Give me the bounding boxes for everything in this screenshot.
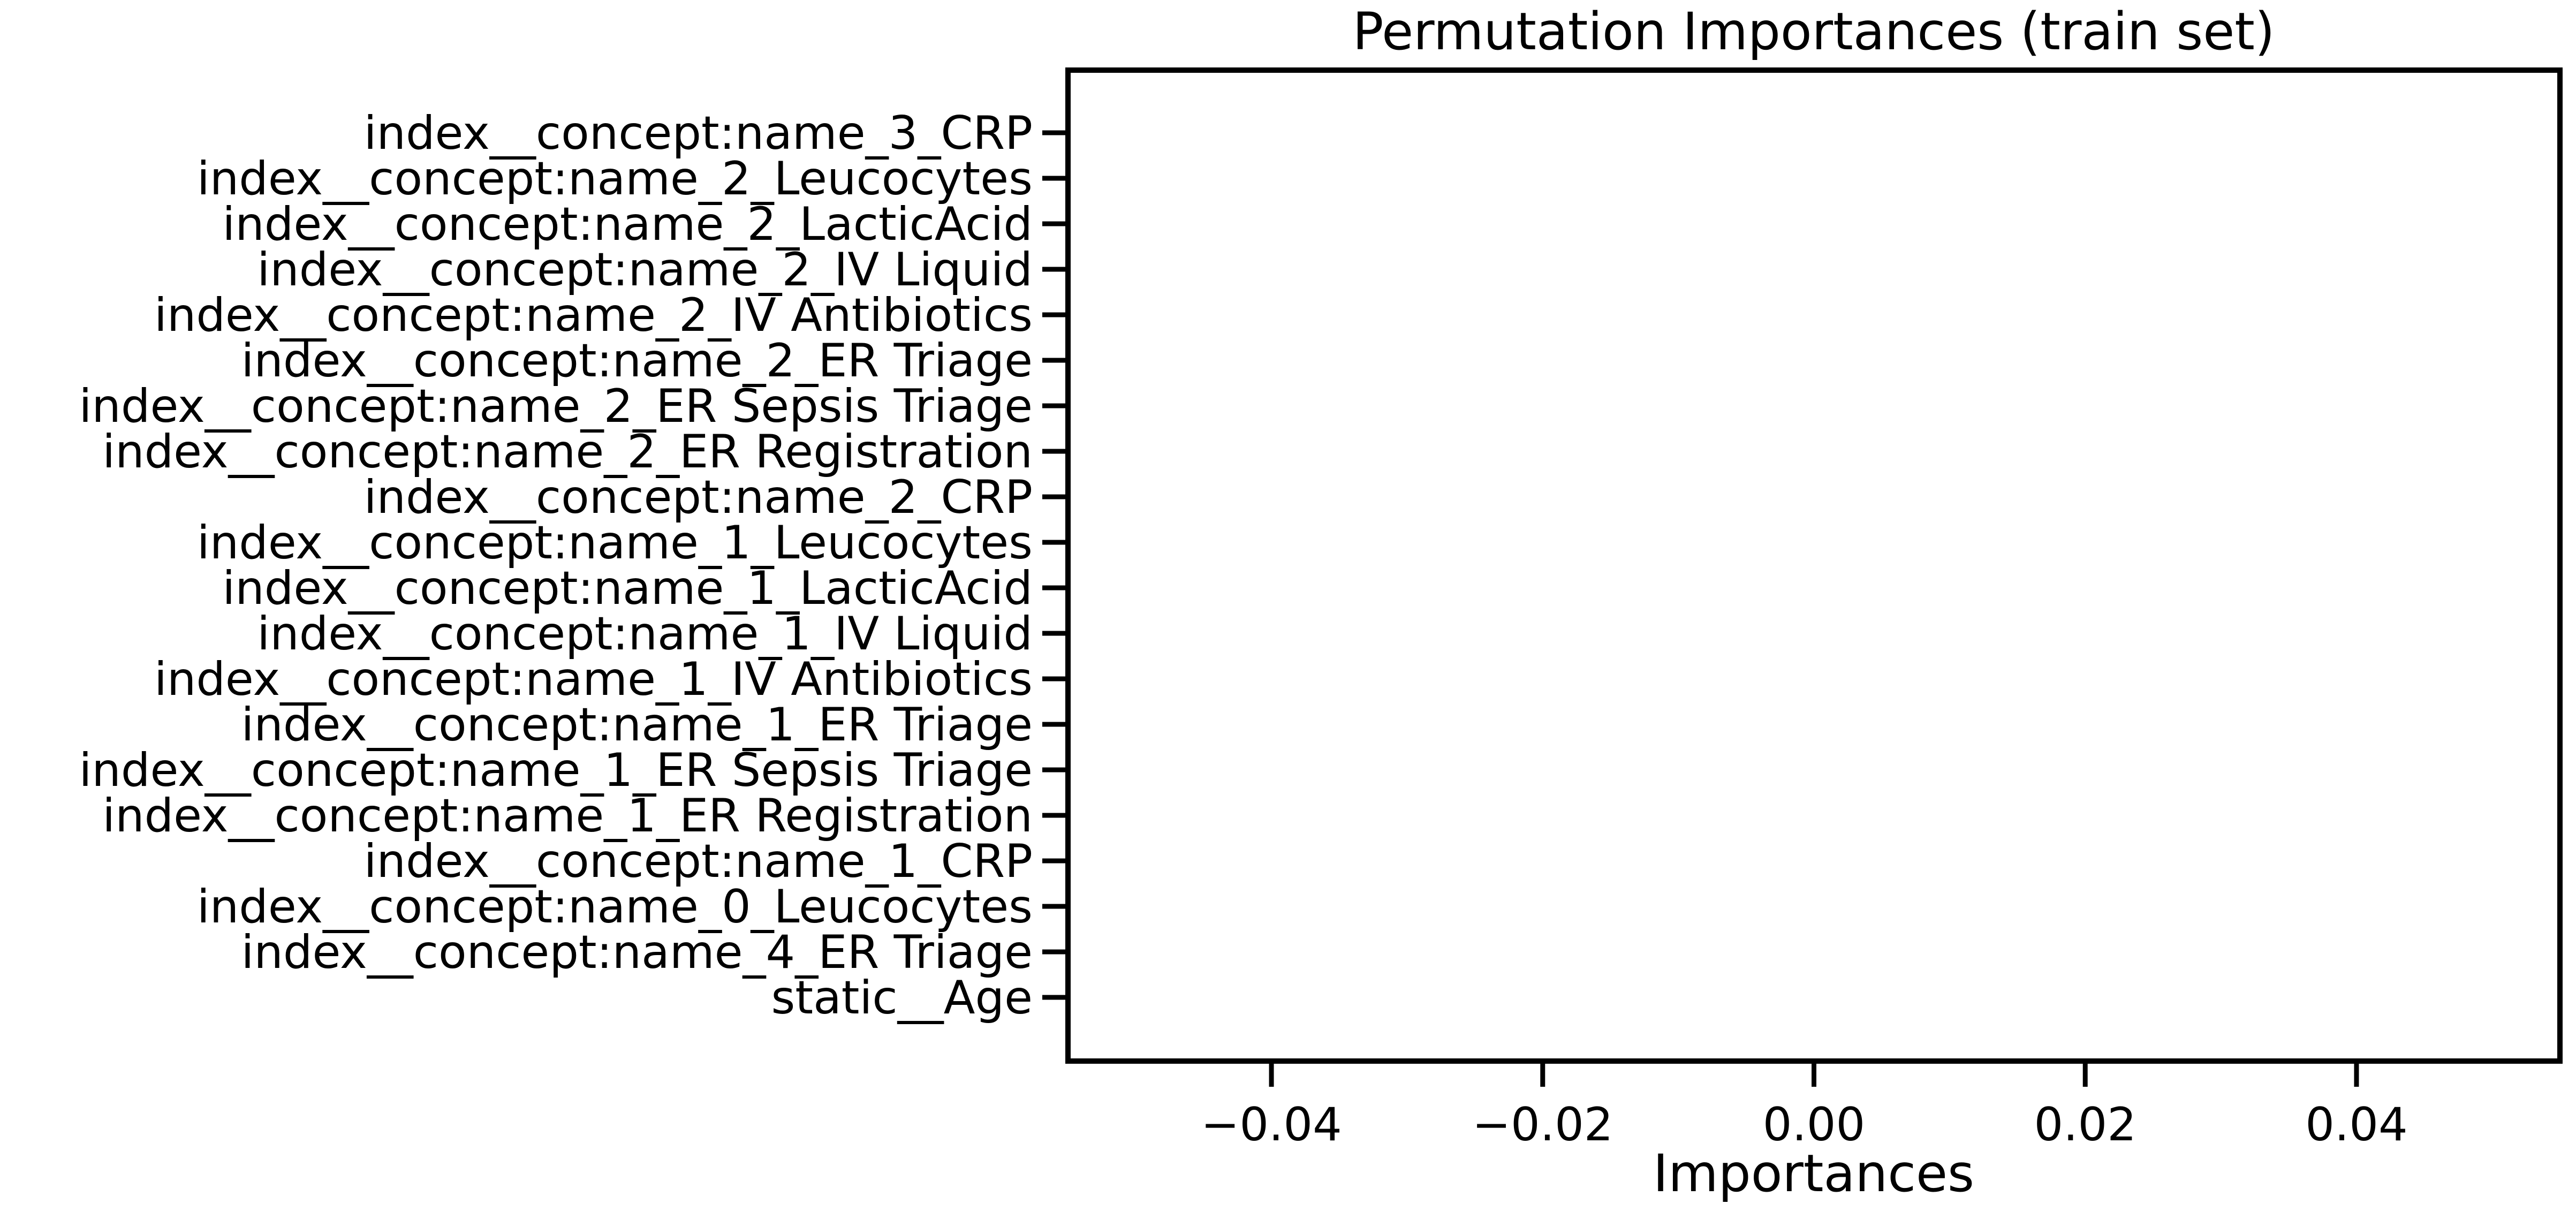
- y-tick-label: index__concept:name_1_ER Sepsis Triage: [79, 744, 1033, 797]
- x-axis-label: Importances: [1653, 1144, 1974, 1203]
- x-tick-label: 0.02: [2034, 1098, 2136, 1152]
- y-tick-label: index__concept:name_0_Leucocytes: [197, 880, 1033, 934]
- y-tick-label: index__concept:name_1_Leucocytes: [197, 516, 1033, 570]
- y-tick-label: static__Age: [771, 971, 1033, 1025]
- x-tick-label: 0.04: [2305, 1098, 2407, 1152]
- y-tick-label: index__concept:name_3_CRP: [364, 107, 1033, 160]
- x-tick-label: −0.02: [1472, 1098, 1613, 1152]
- y-tick-label: index__concept:name_2_IV Liquid: [257, 243, 1033, 297]
- plot-area-frame: [1065, 67, 2563, 1064]
- y-tick-label: index__concept:name_2_Leucocytes: [197, 152, 1033, 206]
- y-tick-label: index__concept:name_2_ER Sepsis Triage: [79, 380, 1033, 433]
- y-tick-label: index__concept:name_1_IV Liquid: [257, 607, 1033, 661]
- x-tick-label: −0.04: [1201, 1098, 1342, 1152]
- y-tick-label: index__concept:name_1_LacticAcid: [222, 562, 1033, 615]
- y-tick-label: index__concept:name_2_ER Registration: [102, 425, 1033, 479]
- y-tick-label: index__concept:name_4_ER Triage: [241, 926, 1033, 979]
- y-tick-label: index__concept:name_1_ER Triage: [241, 698, 1033, 752]
- y-tick-label: index__concept:name_1_IV Antibiotics: [154, 653, 1033, 706]
- y-tick-label: index__concept:name_2_IV Antibiotics: [154, 289, 1033, 342]
- x-axis-ticks: −0.04 −0.02 0.00 0.02 0.04: [1201, 1061, 2408, 1152]
- x-tick-label: 0.00: [1763, 1098, 1865, 1152]
- y-tick-label: index__concept:name_1_CRP: [364, 835, 1033, 888]
- chart-title: Permutation Importances (train set): [1353, 2, 2275, 62]
- y-tick-label: index__concept:name_2_LacticAcid: [222, 198, 1033, 251]
- y-tick-label: index__concept:name_1_ER Registration: [102, 789, 1033, 843]
- y-tick-label: index__concept:name_2_ER Triage: [241, 334, 1033, 388]
- y-axis-ticks: index__concept:name_3_CRPindex__concept:…: [79, 107, 1068, 1025]
- y-tick-label: index__concept:name_2_CRP: [364, 471, 1033, 524]
